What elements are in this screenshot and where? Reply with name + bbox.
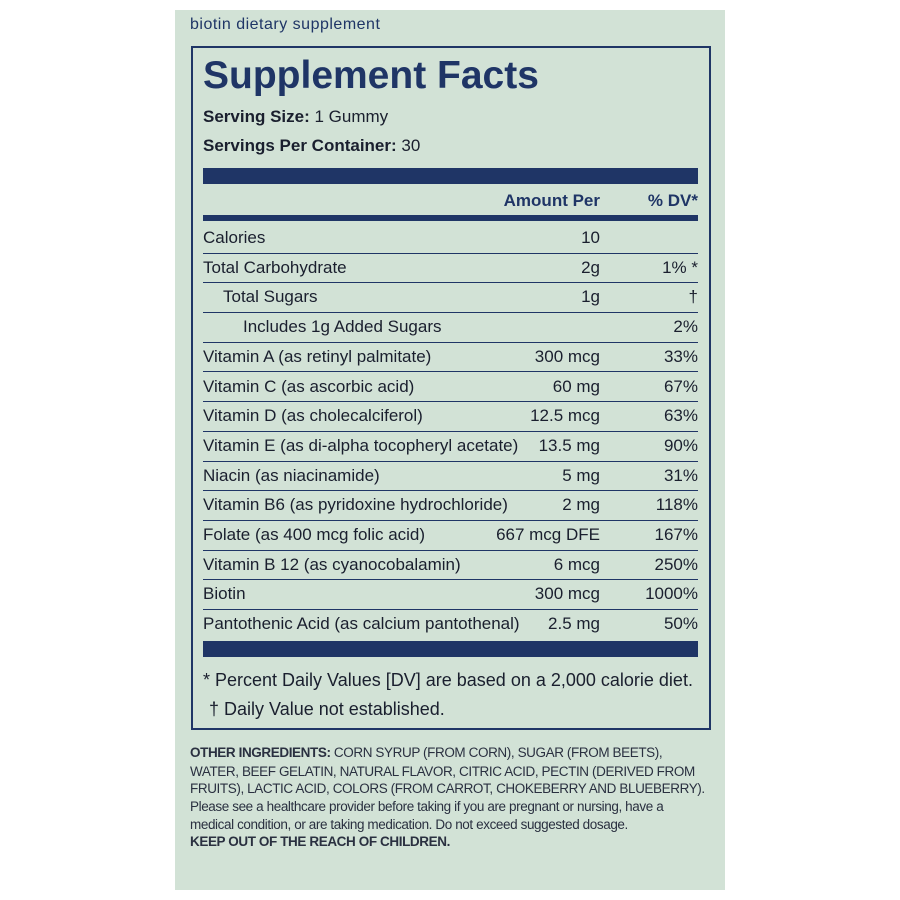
daily-value: 250% xyxy=(654,554,698,574)
thick-rule xyxy=(203,168,698,184)
text: CORN SYRUP (FROM CORN), SUGAR (FROM BEET… xyxy=(333,745,663,760)
daily-value: 1% * xyxy=(662,257,698,277)
daily-value: 63% xyxy=(663,406,698,426)
footnote: † Daily Value not established. xyxy=(209,699,445,719)
amount: 13.5 mg xyxy=(538,435,600,455)
amount: 12.5 mcg xyxy=(530,406,600,426)
nutrient: Niacin (as niacinamide) xyxy=(203,465,380,485)
table-row: Total Carbohydrate 2g 1% * xyxy=(203,254,698,284)
amount: 5 mg xyxy=(562,465,600,485)
daily-value: 67% xyxy=(663,376,698,396)
table-row: Niacin (as niacinamide) 5 mg 31% xyxy=(203,462,698,492)
nutrient: Calories xyxy=(203,228,266,247)
ingredients-line: Please see a healthcare provider before … xyxy=(190,799,664,814)
daily-value: 167% xyxy=(654,525,698,544)
value: 1 Gummy xyxy=(314,107,389,126)
table-row: Vitamin E (as di-alpha tocopheryl acetat… xyxy=(203,432,698,462)
amount: 2g xyxy=(581,257,600,277)
table-row: Folate (as 400 mcg folic acid) 667 mcg DF… xyxy=(203,521,698,551)
nutrient: Pantothenic Acid (as calcium pantothenal… xyxy=(203,614,520,634)
warning: KEEP OUT OF THE REACH OF CHILDREN. xyxy=(190,834,450,849)
ingredients-label: OTHER INGREDIENTS: xyxy=(190,745,331,760)
header: biotin dietary supplement xyxy=(190,16,381,33)
daily-value: 1000% xyxy=(645,584,698,604)
table-row: Vitamin B6 (as pyridoxine hydrochloride)… xyxy=(203,491,698,521)
serving-size: Serving Size: 1 Gummy xyxy=(203,107,388,127)
amount: 667 mcg DFE xyxy=(496,525,600,544)
daily-value: 31% xyxy=(663,465,698,485)
daily-value: 90% xyxy=(663,435,698,455)
amount: 6 mcg xyxy=(553,554,600,574)
nutrient: Vitamin D (as cholecalciferol) xyxy=(203,406,423,426)
daily-value: 118% xyxy=(655,495,698,515)
nutrient: Vitamin B 12 (as cyanocobalamin) xyxy=(203,554,461,574)
nutrient: Total Sugars xyxy=(223,287,318,307)
ingredients-line: WATER, BEEF GELATIN, NATURAL FLAVOR, CIT… xyxy=(190,764,695,779)
nutrient: Folate (as 400 mcg folic acid) xyxy=(203,525,426,544)
daily-value: 2% xyxy=(673,317,698,337)
ingredients-line: OTHER INGREDIENTS: CORN SYRUP (FROM CORN… xyxy=(190,745,663,760)
table-row: Includes 1g Added Sugars 2% xyxy=(203,313,698,343)
daily-value: 33% xyxy=(663,346,698,366)
amount: 1g xyxy=(581,287,600,307)
amount: 2 mg xyxy=(562,495,600,515)
rule xyxy=(203,215,698,221)
table-row: Biotin 300 mcg 1000% xyxy=(203,580,698,611)
table-row: Total Sugars 1g † xyxy=(203,283,698,314)
value: 30 xyxy=(401,136,421,155)
table-row: Vitamin A (as retinyl palmitate) 300 mcg 3… xyxy=(203,343,698,373)
title: Supplement Facts xyxy=(203,54,539,97)
table-row: Vitamin D (as cholecalciferol) 12.5 mcg 63… xyxy=(203,402,698,432)
servings-per-container: Servings Per Container: 30 xyxy=(203,136,420,156)
table-row: Pantothenic Acid (as calcium pantothenal… xyxy=(203,610,698,640)
amount: 300 mcg xyxy=(534,346,600,366)
column-header: Amount Per xyxy=(503,191,600,210)
footnote: * Percent Daily Values [DV] are based on… xyxy=(203,670,693,690)
amount: 2.5 mg xyxy=(548,614,600,634)
nutrient: Total Carbohydrate xyxy=(203,257,347,277)
ingredients-line: FRUITS), LACTIC ACID, COLORS (FROM CARRO… xyxy=(190,781,705,796)
amount: 300 mcg xyxy=(534,584,600,604)
facts-box xyxy=(191,46,711,730)
thick-rule xyxy=(203,641,698,657)
ingredients-line: medical condition, or are taking medicat… xyxy=(190,817,628,832)
column-header: % DV* xyxy=(647,191,698,210)
label: Serving Size: xyxy=(203,107,310,126)
daily-value: 50% xyxy=(663,614,698,634)
nutrient: Vitamin E (as di-alpha tocopheryl acetat… xyxy=(203,435,519,455)
table-row: Vitamin B 12 (as cyanocobalamin) 6 mcg 250… xyxy=(203,551,698,581)
nutrient: Vitamin B6 (as pyridoxine hydrochloride) xyxy=(203,495,508,515)
label-panel xyxy=(175,10,725,890)
amount: 60 mg xyxy=(552,376,600,396)
table-row: Calories 10 xyxy=(203,224,698,254)
daily-value: † xyxy=(688,287,698,307)
amount: 10 xyxy=(581,228,600,247)
label: Servings Per Container: xyxy=(203,136,397,155)
nutrient: Vitamin A (as retinyl palmitate) xyxy=(203,346,432,366)
nutrient: Vitamin C (as ascorbic acid) xyxy=(203,376,415,396)
table-row: Vitamin C (as ascorbic acid) 60 mg 67% xyxy=(203,373,698,403)
nutrient: Includes 1g Added Sugars xyxy=(243,317,442,337)
nutrient: Biotin xyxy=(203,584,246,604)
